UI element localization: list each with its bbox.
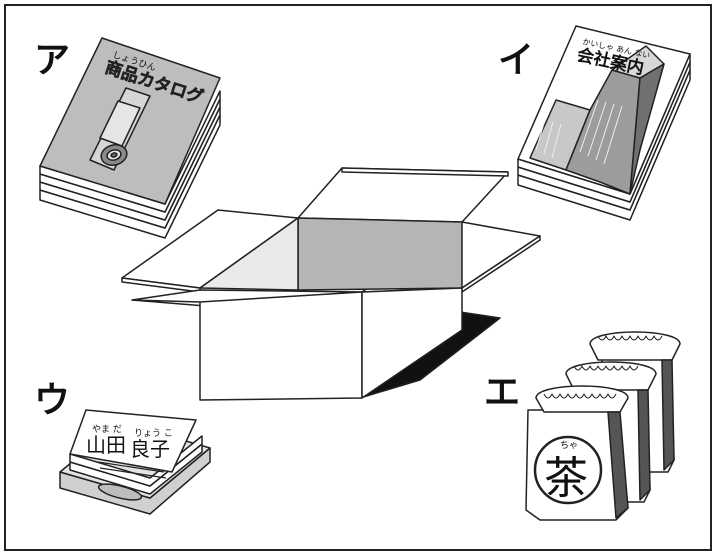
tea-ruby: ちゃ bbox=[560, 440, 578, 451]
name-card-box-illustration bbox=[59, 409, 211, 515]
label-e: エ bbox=[484, 372, 520, 413]
label-a: ア bbox=[34, 40, 70, 81]
company-brochure-illustration bbox=[517, 25, 691, 221]
label-i: イ bbox=[498, 40, 534, 81]
namecard-ruby-left: やま だ bbox=[92, 424, 122, 435]
namecard-name-right: 良子 bbox=[130, 437, 170, 461]
namecard-name-left: 山田 bbox=[86, 433, 126, 457]
cardboard-box-illustration bbox=[121, 167, 541, 401]
tea-bags-illustration bbox=[525, 331, 681, 521]
label-u: ウ bbox=[34, 380, 70, 421]
product-catalog-illustration bbox=[39, 37, 221, 239]
namecard-ruby-right: りょう こ bbox=[134, 428, 173, 439]
tea-kanji: 茶 bbox=[544, 453, 588, 504]
